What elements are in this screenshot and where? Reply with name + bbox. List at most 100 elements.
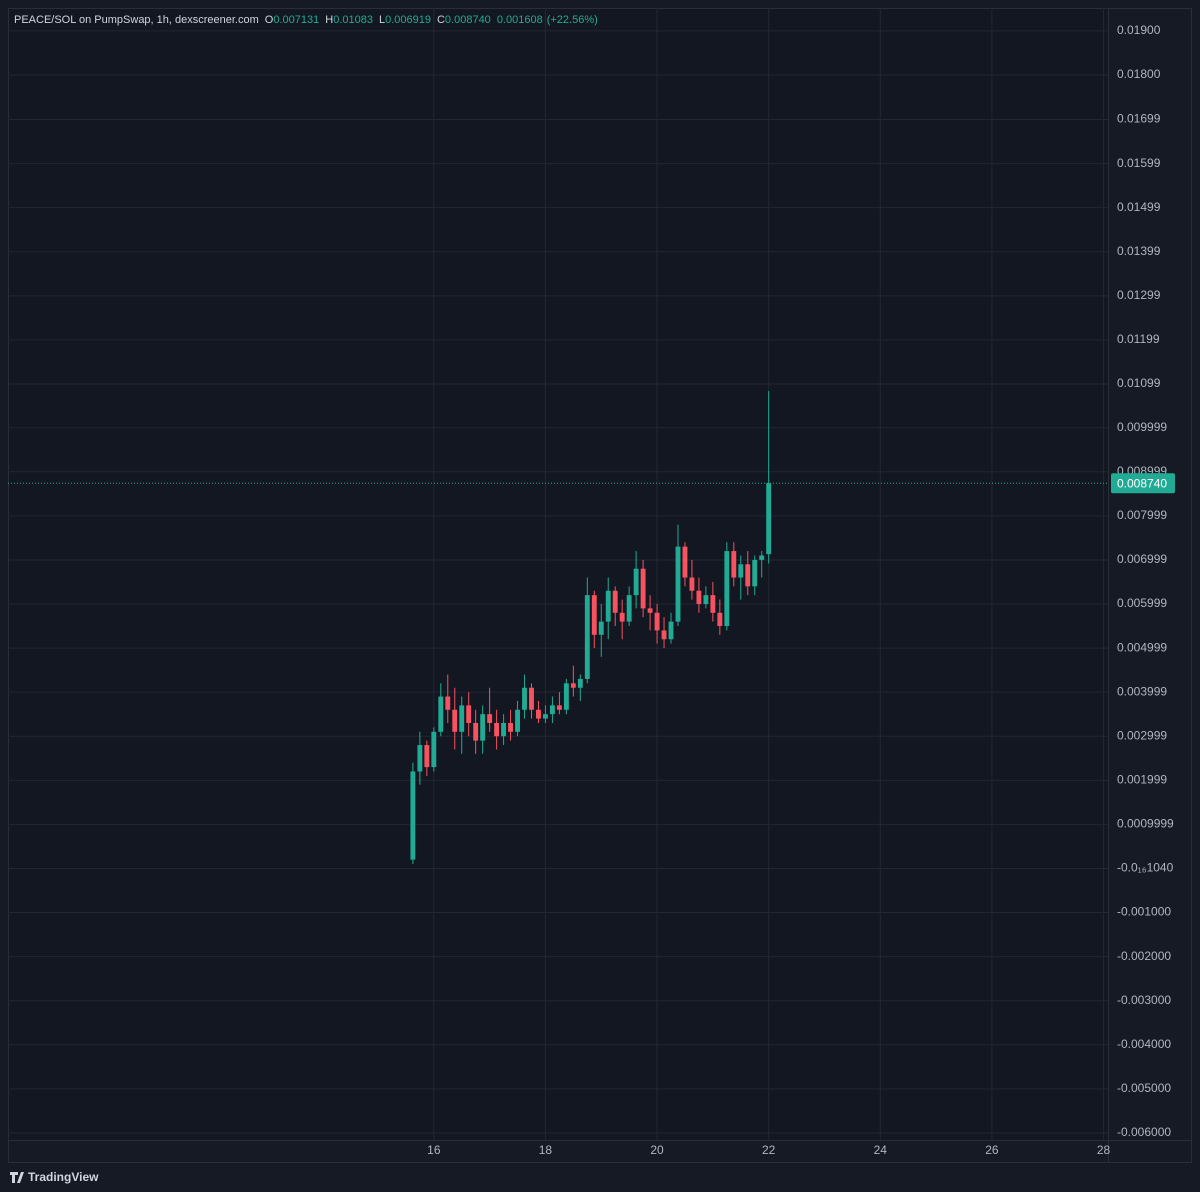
header-h-key: H (325, 14, 333, 26)
x-tick-label: 24 (874, 1143, 888, 1157)
y-tick-label: 0.002999 (1117, 728, 1167, 742)
candle-body (619, 612, 625, 622)
last-price-tag (1111, 473, 1175, 494)
candle-body (675, 546, 681, 622)
candle-body (438, 696, 444, 732)
x-tick-label: 20 (650, 1143, 664, 1157)
header-title: PEACE/SOL on PumpSwap, 1h, dexscreener.c… (14, 14, 259, 26)
candle-body (431, 731, 437, 768)
brand: TradingView (28, 1170, 99, 1184)
candle-body (661, 630, 667, 640)
header-h: 0.01083 (333, 14, 373, 26)
y-tick-label: 0.01800 (1117, 67, 1161, 81)
candle-body (584, 595, 590, 679)
y-tick-label: 0.01199 (1117, 332, 1160, 346)
y-tick-label: 0.007999 (1117, 508, 1167, 522)
candle-body (494, 722, 500, 737)
candle-body (556, 705, 562, 710)
candle-body (696, 590, 702, 604)
header-change: 0.001608 (497, 14, 543, 26)
header-c-key: C (437, 14, 445, 26)
candle-body (738, 564, 744, 578)
candle-body (577, 678, 583, 688)
header-l: 0.006919 (385, 14, 431, 26)
y-tick-label: -0.003000 (1117, 993, 1171, 1007)
candle-body (501, 722, 507, 737)
x-tick-label: 22 (762, 1143, 776, 1157)
legend-header: PEACE/SOL on PumpSwap, 1h, dexscreener.c… (14, 14, 598, 26)
candle-body (536, 709, 541, 719)
header-l-key: L (379, 14, 385, 26)
y-tick-label: 0.006999 (1117, 552, 1167, 566)
y-tick-label: 0.01499 (1117, 200, 1161, 214)
candle-body (605, 590, 611, 622)
y-tick-label: 0.005999 (1117, 596, 1167, 610)
candle-body (424, 745, 430, 768)
header-text: PEACE/SOL on PumpSwap, 1h, dexscreener.c… (14, 14, 598, 26)
header-o-key: O (265, 14, 274, 26)
x-tick-label: 18 (539, 1143, 553, 1157)
header-change-pct: (+22.56%) (547, 14, 598, 26)
grid (8, 8, 1108, 1140)
candle-body (473, 722, 479, 741)
y-tick-label: -0.0₁₆1040 (1117, 861, 1174, 875)
candle-body (717, 612, 723, 627)
candle-body (668, 621, 674, 640)
candle-body (543, 714, 548, 719)
header-c: 0.008740 (445, 14, 491, 26)
candle-body (640, 568, 646, 609)
candle-body (703, 595, 709, 604)
y-tick-label: -0.005000 (1117, 1081, 1171, 1095)
y-tick-label: 0.009999 (1117, 420, 1167, 434)
y-tick-label: 0.01099 (1117, 376, 1161, 390)
y-tick-label: 0.003999 (1117, 684, 1167, 698)
x-tick-label: 16 (427, 1143, 441, 1157)
y-tick-label: 0.01299 (1117, 288, 1161, 302)
candle-body (745, 564, 751, 587)
y-tick-label: -0.004000 (1117, 1037, 1171, 1051)
candle-body (522, 687, 527, 710)
y-tick-label: 0.01599 (1117, 156, 1161, 170)
candle-body (612, 590, 618, 613)
frame (8, 8, 1192, 1163)
candle-body (752, 559, 758, 587)
y-tick-label: 0.01699 (1117, 112, 1161, 126)
brand-logo (10, 1172, 24, 1183)
candle-body (459, 705, 465, 732)
y-tick-label: -0.001000 (1117, 905, 1171, 919)
candle-body (452, 709, 458, 732)
candle-body (466, 705, 472, 723)
y-tick-label: 0.01900 (1117, 23, 1161, 37)
last-price-label: 0.008740 (1117, 476, 1167, 490)
y-tick-label: 0.001999 (1117, 773, 1167, 787)
x-tick-label: 28 (1097, 1143, 1111, 1157)
candle-body (689, 577, 695, 591)
candle-body (731, 551, 737, 578)
y-tick-label: -0.006000 (1117, 1125, 1171, 1139)
x-tick-label: 26 (985, 1143, 999, 1157)
candle-body (515, 709, 520, 732)
candle-body (410, 771, 416, 860)
candle-body (654, 612, 660, 631)
candle-body (445, 696, 451, 710)
candle-body (626, 595, 632, 622)
candles (410, 391, 772, 865)
candle-body (487, 714, 493, 723)
plot-area (8, 8, 1108, 1140)
candle-body (598, 621, 604, 635)
candle-body (563, 683, 569, 710)
candle-body (480, 714, 486, 741)
candle-body (529, 687, 534, 710)
candle-body (647, 608, 653, 613)
candle-body (570, 683, 576, 688)
candle-body (591, 595, 597, 635)
candle-body (759, 555, 765, 560)
y-tick-label: 0.004999 (1117, 640, 1167, 654)
candle-body (549, 705, 555, 715)
candle-body (417, 745, 423, 772)
y-tick-label: 0.0009999 (1117, 817, 1174, 831)
y-tick-label: 0.01399 (1117, 244, 1161, 258)
candle-body (682, 546, 688, 578)
candle-body (508, 722, 514, 732)
